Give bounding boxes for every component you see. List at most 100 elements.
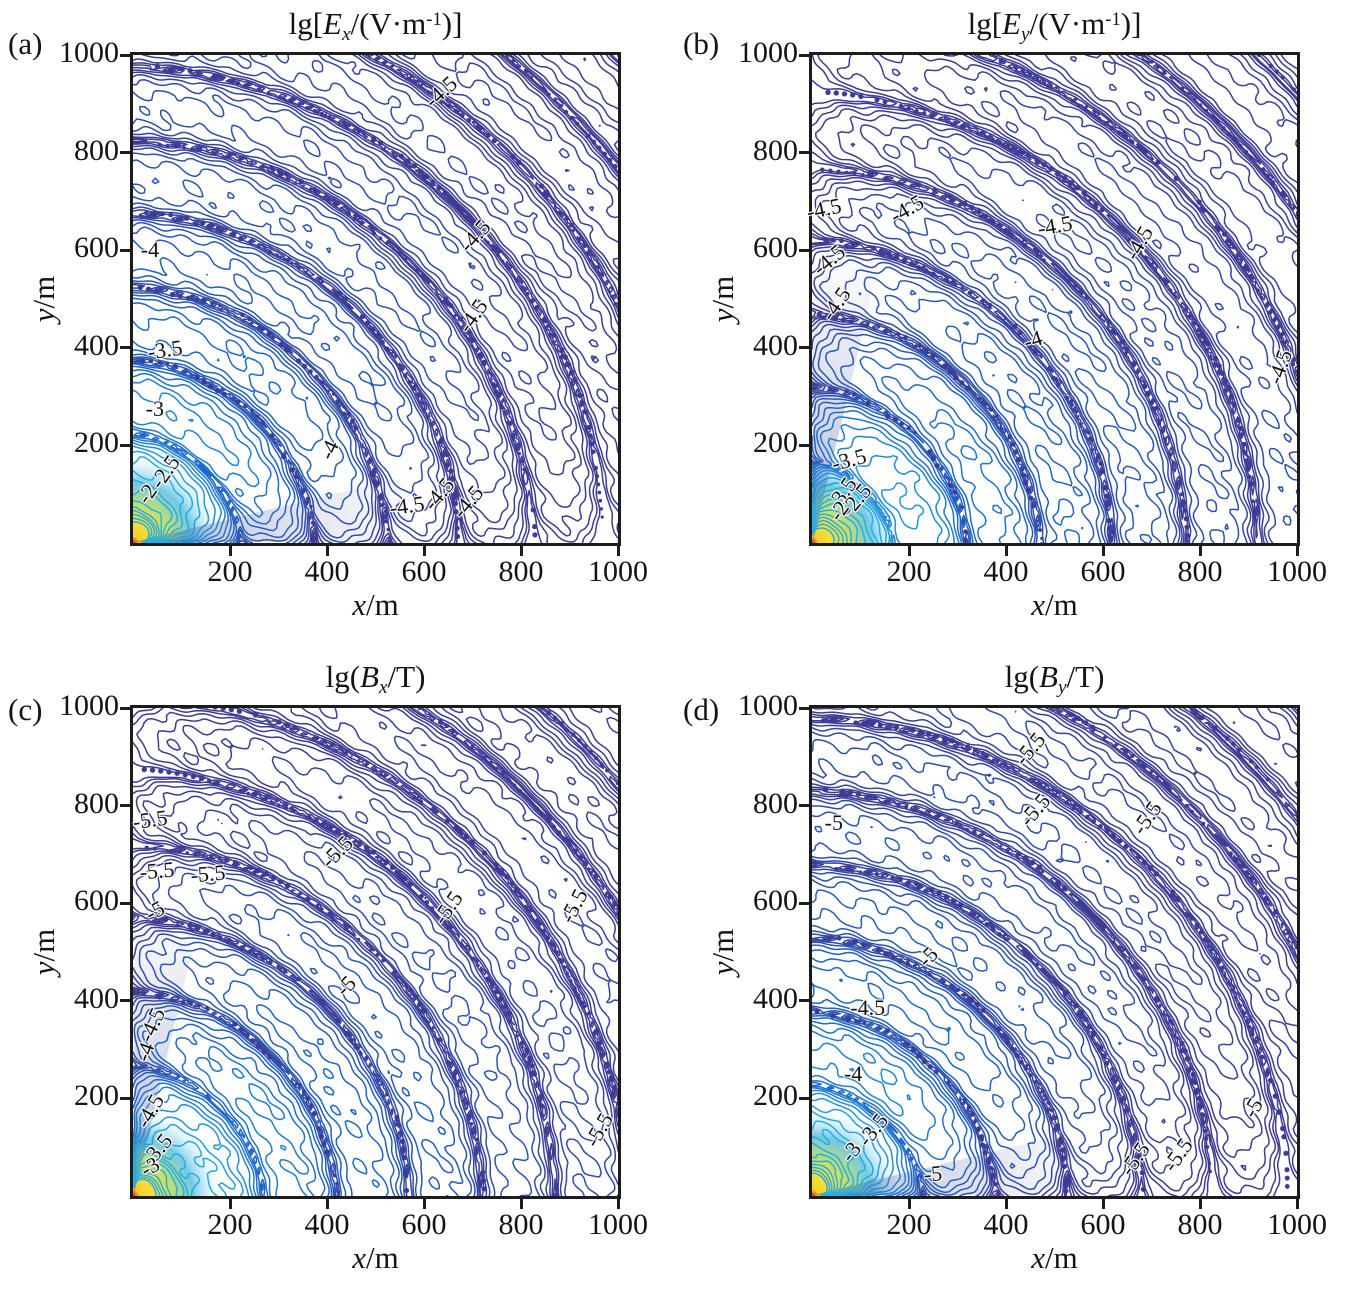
- plot-area: [809, 52, 1300, 546]
- panel-title: lg[Ex/(V·m-1)]: [133, 6, 618, 46]
- y-tick-label: 200: [753, 426, 798, 460]
- y-axis-label: y/m: [705, 929, 741, 976]
- title-suffix: )]: [441, 6, 463, 41]
- plot-area: [809, 705, 1300, 1199]
- contour-level-label: -5.5: [189, 859, 227, 888]
- x-tick-mark: [1004, 546, 1008, 556]
- y-tick-label: 200: [74, 426, 119, 460]
- y-axis-label: y/m: [26, 929, 62, 976]
- contour-level-label: -4.5: [804, 192, 844, 225]
- y-axis-unit: /m: [26, 928, 61, 962]
- panel-title: lg(By/T): [812, 659, 1297, 699]
- y-tick-mark: [120, 901, 130, 905]
- y-tick-mark: [799, 901, 809, 905]
- y-tick-label: 400: [753, 981, 798, 1015]
- x-axis-variable: x: [352, 1240, 367, 1275]
- contour-level-label: -5.5: [315, 830, 358, 873]
- x-tick-mark: [422, 546, 426, 556]
- y-tick-label: 200: [74, 1079, 119, 1113]
- y-tick-label: 600: [74, 884, 119, 918]
- x-tick-mark: [519, 1199, 523, 1209]
- title-suffix: )]: [1120, 6, 1142, 41]
- y-tick-label: 800: [753, 133, 798, 167]
- y-tick-label: 800: [753, 786, 798, 820]
- contour-level-label: -2: [822, 495, 854, 526]
- title-units: /(V·m: [350, 6, 427, 41]
- x-tick-label: 400: [983, 555, 1029, 588]
- contour-level-label: -5: [330, 970, 362, 1002]
- y-tick-mark: [799, 151, 809, 155]
- y-axis-unit: /m: [26, 275, 61, 309]
- x-tick-label: 400: [304, 555, 350, 588]
- x-tick-mark: [907, 546, 911, 556]
- title-prefix: lg[: [967, 6, 1003, 41]
- y-axis-variable: y: [26, 961, 61, 976]
- x-tick-label: 200: [207, 555, 253, 588]
- contour-level-label: -4: [844, 1061, 863, 1086]
- y-tick-label: 600: [753, 231, 798, 265]
- y-axis-label: y/m: [26, 276, 62, 323]
- x-tick-label: 600: [401, 555, 447, 588]
- x-tick-mark: [228, 1199, 232, 1209]
- y-tick-label: 1000: [59, 36, 119, 69]
- contour-level-label: -4.5: [453, 213, 496, 257]
- panel-title: lg(Bx/T): [133, 659, 618, 699]
- contour-level-label: -5.5: [427, 886, 469, 930]
- x-tick-mark: [422, 1199, 426, 1209]
- x-tick-label: 400: [304, 1208, 350, 1241]
- x-axis-label: x/m: [812, 1240, 1297, 1276]
- y-axis-unit: /m: [705, 275, 740, 309]
- y-tick-label: 600: [753, 884, 798, 918]
- title-exponent: -1: [426, 9, 442, 30]
- contour-level-label: -5.5: [1113, 1137, 1155, 1181]
- x-tick-label: 200: [886, 1208, 932, 1241]
- title-symbol: E: [323, 6, 342, 41]
- x-axis-variable: x: [1031, 1240, 1046, 1275]
- y-tick-mark: [120, 151, 130, 155]
- y-tick-mark: [120, 53, 130, 57]
- contour-level-label: -5.5: [138, 857, 176, 885]
- contour-level-label: -4.5: [419, 70, 462, 113]
- x-tick-mark: [1101, 546, 1105, 556]
- y-tick-mark: [799, 346, 809, 350]
- plot-area: [130, 705, 621, 1199]
- y-tick-label: 1000: [59, 689, 119, 722]
- contour-level-label: -3: [135, 1150, 164, 1182]
- y-tick-mark: [120, 248, 130, 252]
- panel-tag: (a): [8, 26, 43, 61]
- y-tick-mark: [120, 706, 130, 710]
- y-tick-mark: [120, 443, 130, 447]
- y-tick-label: 800: [74, 133, 119, 167]
- y-tick-mark: [799, 53, 809, 57]
- contour-level-label: -4.5: [387, 491, 426, 521]
- y-axis-label: y/m: [705, 276, 741, 323]
- x-axis-variable: x: [1031, 587, 1046, 622]
- title-subscript: x: [341, 24, 351, 45]
- contour-canvas: [812, 55, 1297, 543]
- x-tick-label: 1000: [588, 1208, 648, 1241]
- title-suffix: ): [415, 659, 426, 694]
- x-tick-label: 800: [1177, 1208, 1223, 1241]
- contour-level-label: -3.5: [851, 1108, 893, 1152]
- x-tick-label: 600: [1080, 555, 1126, 588]
- panel-tag: (b): [683, 26, 720, 61]
- title-prefix: lg(: [1004, 659, 1040, 694]
- panel-tag: (c): [8, 692, 43, 727]
- contour-level-label: -4.5: [417, 472, 459, 516]
- contour-level-label: -5.5: [554, 884, 594, 927]
- contour-level-label: -5.5: [1157, 1132, 1198, 1176]
- y-tick-label: 400: [753, 328, 798, 362]
- contour-level-label: -4.5: [1119, 221, 1159, 264]
- contour-level-label: -2: [130, 479, 162, 509]
- y-tick-label: 400: [74, 328, 119, 362]
- y-tick-label: 600: [74, 231, 119, 265]
- y-tick-label: 1000: [738, 36, 798, 69]
- contour-level-label: -4.5: [850, 995, 886, 1021]
- x-axis-label: x/m: [812, 587, 1297, 623]
- y-tick-mark: [799, 804, 809, 808]
- x-axis-variable: x: [352, 587, 367, 622]
- x-tick-mark: [325, 1199, 329, 1209]
- y-tick-mark: [799, 999, 809, 1003]
